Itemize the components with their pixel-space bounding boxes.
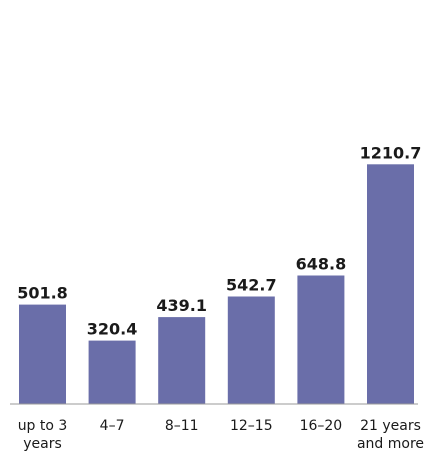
category-label-4: 16–20 (300, 418, 343, 434)
value-label-5: 1210.7 (360, 143, 422, 162)
category-label-line: 12–15 (230, 418, 273, 434)
value-label-4: 648.8 (296, 255, 347, 274)
category-labels-group: up to 3 years 4–7 8–11 12–15 16–20 21 years and… (18, 418, 424, 452)
category-label-line: 21 years (360, 418, 421, 434)
bars-group (19, 164, 414, 404)
bar-5 (367, 164, 414, 404)
category-label-line: years (23, 436, 62, 452)
bar-2 (158, 317, 206, 404)
category-label-line: and more (357, 436, 424, 452)
category-label-1: 4–7 (100, 418, 125, 434)
bar-0 (19, 304, 66, 404)
bar-3 (227, 296, 275, 404)
category-label-2: 8–11 (165, 418, 199, 434)
category-label-line: up to 3 (18, 418, 68, 434)
value-label-0: 501.8 (17, 284, 68, 303)
value-label-1: 320.4 (87, 320, 138, 339)
bar-4 (297, 275, 345, 404)
category-label-3: 12–15 (230, 418, 273, 434)
category-label-line: 4–7 (100, 418, 125, 434)
value-label-2: 439.1 (156, 296, 207, 315)
value-labels-group: 501.8 320.4 439.1 542.7 648.8 1210.7 (17, 143, 421, 338)
category-label-0: up to 3 years (18, 418, 68, 452)
category-label-line: 16–20 (300, 418, 343, 434)
value-label-3: 542.7 (226, 276, 277, 295)
category-label-5: 21 years and more (357, 418, 424, 452)
bar-1 (88, 340, 136, 404)
category-label-line: 8–11 (165, 418, 199, 434)
